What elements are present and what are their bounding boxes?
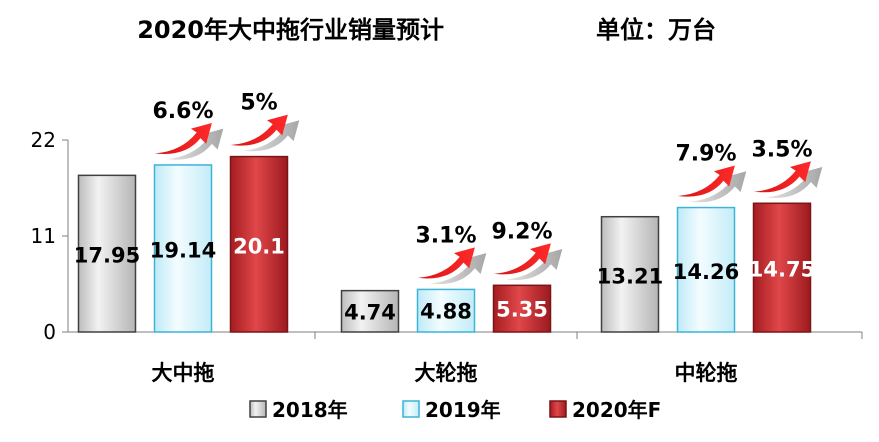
bar-value-label: 4.88 xyxy=(420,300,472,324)
legend-swatch xyxy=(402,400,420,418)
growth-arrow-icon xyxy=(753,161,823,199)
bar xyxy=(600,215,660,333)
y-tick-label: 22 xyxy=(31,128,56,152)
value-labels-layer: 17.95 4.74 13.21 19.14 4.88 14.26 20.1 5.35 14.7… xyxy=(74,234,815,324)
legend-label: 2018年 xyxy=(272,398,348,422)
bars-layer xyxy=(77,155,812,333)
bar xyxy=(752,202,812,333)
legend-label: 2019年 xyxy=(425,398,501,422)
y-tick-label: 11 xyxy=(31,224,56,248)
bar xyxy=(229,155,289,333)
bar xyxy=(340,289,400,333)
chart-title: 2020年大中拖行业销量预计 xyxy=(137,16,444,44)
legend-swatch xyxy=(249,400,267,418)
growth-annotations-layer: 6.6% 5% 3.1% 9.2% 7.9% 3.5% xyxy=(152,91,823,285)
legend-label: 2020年F xyxy=(572,398,661,422)
growth-rate-label: 3.5% xyxy=(751,137,812,162)
legend-swatch xyxy=(549,400,567,418)
y-tick-label: 0 xyxy=(43,320,56,344)
x-category-label: 大中拖 xyxy=(152,361,215,385)
bar-value-label: 14.75 xyxy=(749,258,815,282)
bar-value-label: 4.74 xyxy=(344,300,396,324)
growth-arrow-icon xyxy=(677,165,747,203)
bar-value-label: 20.1 xyxy=(233,234,285,258)
growth-rate-label: 9.2% xyxy=(491,219,552,244)
bar xyxy=(77,174,137,333)
growth-rate-label: 6.6% xyxy=(152,99,213,124)
growth-arrow-icon xyxy=(154,122,224,160)
bar-value-label: 19.14 xyxy=(150,238,216,262)
legend-item: 2020年F xyxy=(549,398,661,422)
bar xyxy=(676,206,736,333)
growth-rate-label: 7.9% xyxy=(675,142,736,167)
legend-item: 2018年 xyxy=(249,398,348,422)
bar xyxy=(492,284,552,333)
unit-label: 单位：万台 xyxy=(596,16,716,44)
bar xyxy=(416,288,476,333)
bar-value-label: 5.35 xyxy=(496,298,548,322)
growth-arrow-icon xyxy=(417,247,487,285)
bar xyxy=(153,164,213,333)
growth-rate-label: 5% xyxy=(240,91,277,116)
legend: 2018年 2019年 2020年F xyxy=(249,398,661,422)
legend-item: 2019年 xyxy=(402,398,501,422)
bar-value-label: 14.26 xyxy=(673,260,739,284)
growth-arrow-icon xyxy=(230,114,300,152)
x-category-label: 中轮拖 xyxy=(675,361,738,385)
bar-value-label: 13.21 xyxy=(597,264,663,288)
growth-rate-label: 3.1% xyxy=(415,223,476,248)
axis-layer: 0 11 22 大中拖 大轮拖 中轮拖 xyxy=(31,128,863,385)
x-category-label: 大轮拖 xyxy=(415,361,478,385)
growth-arrow-icon xyxy=(493,243,563,281)
bar-value-label: 17.95 xyxy=(74,244,140,268)
